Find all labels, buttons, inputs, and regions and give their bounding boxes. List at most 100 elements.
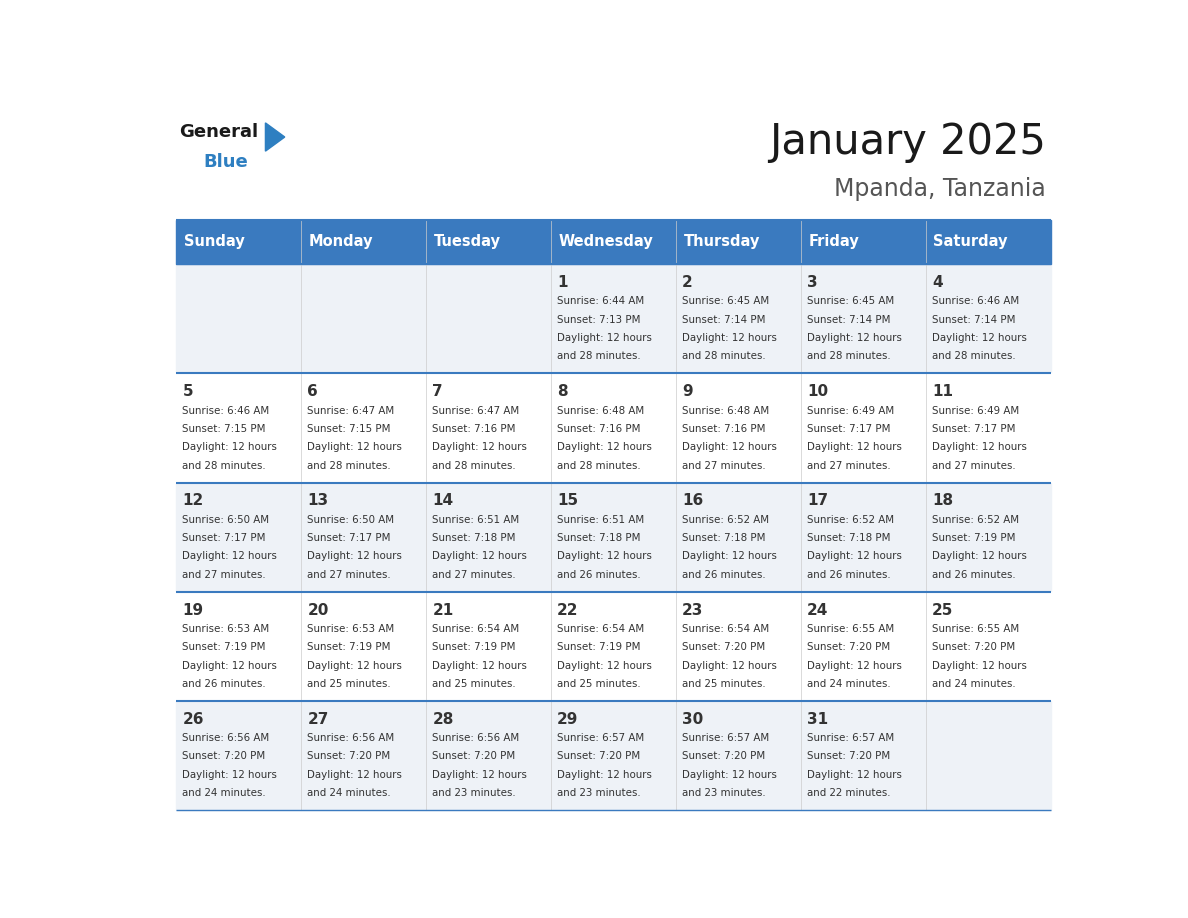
Text: Daylight: 12 hours: Daylight: 12 hours (807, 552, 902, 562)
Text: and 24 minutes.: and 24 minutes. (933, 679, 1016, 688)
Text: 8: 8 (557, 385, 568, 399)
Bar (301, 700, 426, 810)
Text: and 27 minutes.: and 27 minutes. (682, 461, 766, 471)
Text: 31: 31 (807, 711, 828, 727)
Text: 25: 25 (933, 602, 954, 618)
Text: 1: 1 (557, 275, 568, 290)
Text: 7: 7 (432, 385, 443, 399)
Text: Daylight: 12 hours: Daylight: 12 hours (308, 769, 403, 779)
Text: and 24 minutes.: and 24 minutes. (807, 679, 891, 688)
Text: Daylight: 12 hours: Daylight: 12 hours (557, 769, 652, 779)
Text: and 26 minutes.: and 26 minutes. (807, 570, 891, 580)
Text: 12: 12 (183, 494, 203, 509)
Bar (551, 374, 676, 483)
Text: 9: 9 (682, 385, 693, 399)
Text: Sunrise: 6:49 AM: Sunrise: 6:49 AM (807, 406, 895, 416)
Text: Sunrise: 6:47 AM: Sunrise: 6:47 AM (432, 406, 519, 416)
Text: Daylight: 12 hours: Daylight: 12 hours (183, 442, 277, 453)
Text: Sunset: 7:20 PM: Sunset: 7:20 PM (682, 751, 765, 761)
Text: 29: 29 (557, 711, 579, 727)
Text: 24: 24 (807, 602, 828, 618)
Text: 23: 23 (682, 602, 703, 618)
Text: Sunrise: 6:51 AM: Sunrise: 6:51 AM (557, 515, 644, 525)
Bar (801, 483, 925, 592)
Text: and 23 minutes.: and 23 minutes. (682, 788, 766, 798)
Text: Daylight: 12 hours: Daylight: 12 hours (432, 769, 527, 779)
Text: Wednesday: Wednesday (558, 234, 653, 250)
Text: Daylight: 12 hours: Daylight: 12 hours (682, 661, 777, 670)
Text: Sunset: 7:20 PM: Sunset: 7:20 PM (807, 751, 890, 761)
Text: Sunrise: 6:52 AM: Sunrise: 6:52 AM (933, 515, 1019, 525)
Text: and 28 minutes.: and 28 minutes. (183, 461, 266, 471)
Text: Sunset: 7:19 PM: Sunset: 7:19 PM (183, 643, 266, 652)
Text: Sunrise: 6:53 AM: Sunrise: 6:53 AM (308, 624, 394, 633)
Bar (676, 700, 801, 810)
Text: Sunrise: 6:48 AM: Sunrise: 6:48 AM (557, 406, 644, 416)
Text: and 28 minutes.: and 28 minutes. (557, 352, 640, 362)
Text: Daylight: 12 hours: Daylight: 12 hours (682, 769, 777, 779)
Text: Sunset: 7:20 PM: Sunset: 7:20 PM (183, 751, 266, 761)
Text: January 2025: January 2025 (770, 121, 1047, 162)
Text: and 28 minutes.: and 28 minutes. (557, 461, 640, 471)
Text: 14: 14 (432, 494, 454, 509)
Text: and 23 minutes.: and 23 minutes. (557, 788, 640, 798)
Bar (426, 264, 551, 374)
Text: Sunrise: 6:56 AM: Sunrise: 6:56 AM (432, 733, 519, 743)
Bar (801, 264, 925, 374)
Text: 6: 6 (308, 385, 318, 399)
Text: and 27 minutes.: and 27 minutes. (308, 570, 391, 580)
Bar (801, 592, 925, 700)
Text: Monday: Monday (309, 234, 373, 250)
Text: Daylight: 12 hours: Daylight: 12 hours (807, 333, 902, 343)
Text: and 23 minutes.: and 23 minutes. (432, 788, 516, 798)
Text: 16: 16 (682, 494, 703, 509)
Text: Sunset: 7:17 PM: Sunset: 7:17 PM (183, 533, 266, 543)
Text: Daylight: 12 hours: Daylight: 12 hours (432, 442, 527, 453)
Text: Daylight: 12 hours: Daylight: 12 hours (183, 552, 277, 562)
Text: and 26 minutes.: and 26 minutes. (557, 570, 640, 580)
Bar (426, 592, 551, 700)
Bar (426, 219, 551, 264)
Text: Sunrise: 6:52 AM: Sunrise: 6:52 AM (682, 515, 770, 525)
Text: Sunset: 7:16 PM: Sunset: 7:16 PM (557, 424, 640, 434)
Text: Sunrise: 6:57 AM: Sunrise: 6:57 AM (807, 733, 895, 743)
Bar (301, 219, 426, 264)
Text: Daylight: 12 hours: Daylight: 12 hours (557, 552, 652, 562)
Bar (676, 374, 801, 483)
Text: and 25 minutes.: and 25 minutes. (308, 679, 391, 688)
Text: Sunset: 7:19 PM: Sunset: 7:19 PM (557, 643, 640, 652)
Bar (301, 374, 426, 483)
Text: Sunrise: 6:49 AM: Sunrise: 6:49 AM (933, 406, 1019, 416)
Bar (925, 264, 1051, 374)
Text: Sunrise: 6:44 AM: Sunrise: 6:44 AM (557, 297, 644, 307)
Text: 20: 20 (308, 602, 329, 618)
Text: Sunrise: 6:57 AM: Sunrise: 6:57 AM (557, 733, 644, 743)
Text: and 25 minutes.: and 25 minutes. (557, 679, 640, 688)
Text: Sunset: 7:15 PM: Sunset: 7:15 PM (308, 424, 391, 434)
Text: Daylight: 12 hours: Daylight: 12 hours (807, 661, 902, 670)
Text: and 26 minutes.: and 26 minutes. (933, 570, 1016, 580)
Text: Sunset: 7:17 PM: Sunset: 7:17 PM (807, 424, 891, 434)
Text: and 28 minutes.: and 28 minutes. (432, 461, 516, 471)
Text: 21: 21 (432, 602, 454, 618)
Text: 22: 22 (557, 602, 579, 618)
Text: Sunset: 7:19 PM: Sunset: 7:19 PM (308, 643, 391, 652)
Text: Sunrise: 6:57 AM: Sunrise: 6:57 AM (682, 733, 770, 743)
Bar (176, 219, 301, 264)
Text: Daylight: 12 hours: Daylight: 12 hours (807, 769, 902, 779)
Text: and 24 minutes.: and 24 minutes. (183, 788, 266, 798)
Text: Sunset: 7:19 PM: Sunset: 7:19 PM (432, 643, 516, 652)
Text: Sunrise: 6:51 AM: Sunrise: 6:51 AM (432, 515, 519, 525)
Text: Sunset: 7:16 PM: Sunset: 7:16 PM (432, 424, 516, 434)
Text: Sunrise: 6:47 AM: Sunrise: 6:47 AM (308, 406, 394, 416)
Text: Sunrise: 6:45 AM: Sunrise: 6:45 AM (807, 297, 895, 307)
Text: 19: 19 (183, 602, 203, 618)
Text: 3: 3 (807, 275, 817, 290)
Text: 26: 26 (183, 711, 204, 727)
Bar (801, 219, 925, 264)
Bar (176, 374, 301, 483)
Bar (676, 264, 801, 374)
Text: Sunrise: 6:56 AM: Sunrise: 6:56 AM (308, 733, 394, 743)
Text: Daylight: 12 hours: Daylight: 12 hours (557, 333, 652, 343)
Bar (925, 219, 1051, 264)
